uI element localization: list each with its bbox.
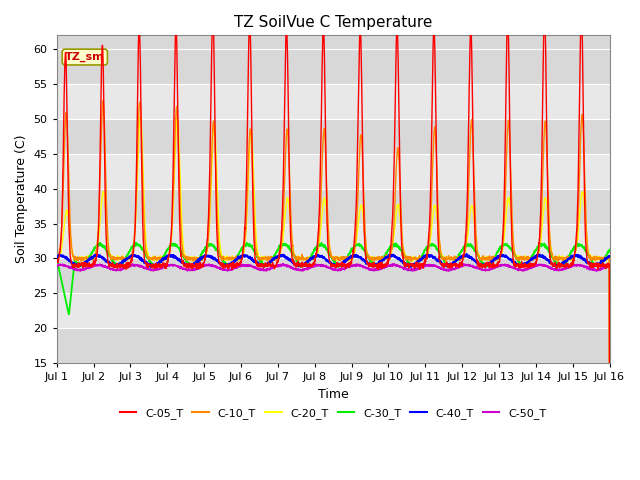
X-axis label: Time: Time	[317, 388, 348, 401]
Title: TZ SoilVue C Temperature: TZ SoilVue C Temperature	[234, 15, 432, 30]
Y-axis label: Soil Temperature (C): Soil Temperature (C)	[15, 135, 28, 264]
Bar	[57, 189, 609, 224]
Bar	[57, 154, 609, 189]
Bar	[57, 258, 609, 293]
Bar	[57, 224, 609, 258]
Legend: C-05_T, C-10_T, C-20_T, C-30_T, C-40_T, C-50_T: C-05_T, C-10_T, C-20_T, C-30_T, C-40_T, …	[115, 403, 551, 423]
Text: TZ_sm: TZ_sm	[65, 52, 104, 62]
Bar	[57, 119, 609, 154]
Bar	[57, 293, 609, 328]
Bar	[57, 84, 609, 119]
Bar	[57, 49, 609, 84]
Bar	[57, 328, 609, 363]
